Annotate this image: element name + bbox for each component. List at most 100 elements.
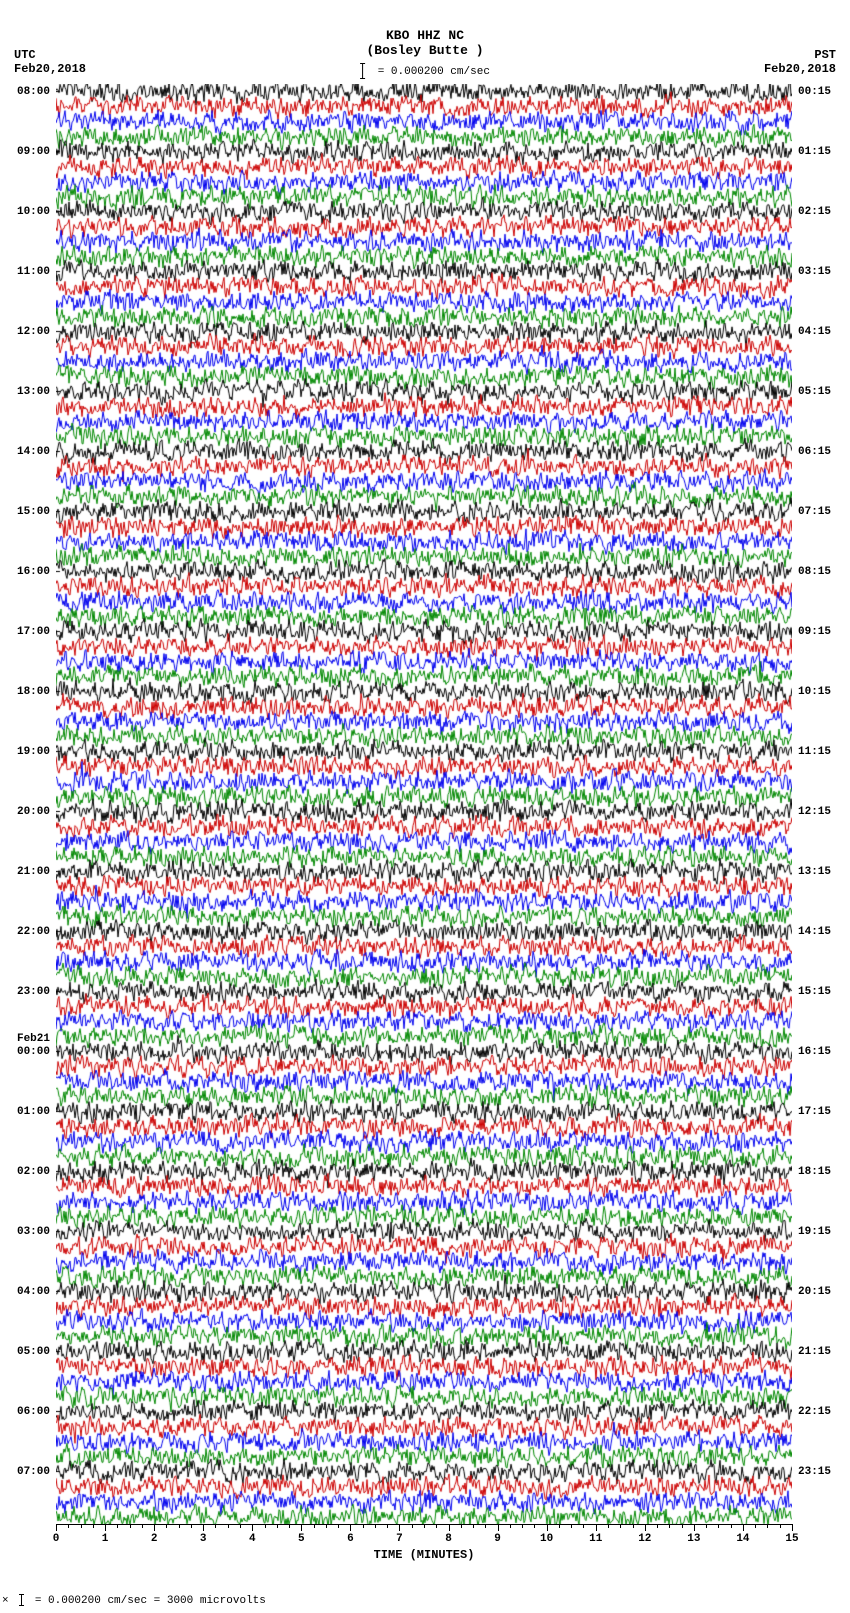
- left-date-label: Feb20,2018: [14, 62, 86, 76]
- footer-bar-icon: [19, 1594, 24, 1606]
- x-major-tick: [694, 1524, 695, 1531]
- y-left-label: 01:00: [17, 1106, 50, 1118]
- x-tick-label: 5: [298, 1533, 305, 1545]
- x-tick-label: 6: [347, 1533, 354, 1545]
- station-name: (Bosley Butte ): [366, 43, 483, 58]
- y-right-label: 08:15: [798, 566, 831, 578]
- x-minor-tick: [633, 1524, 634, 1528]
- x-major-tick: [399, 1524, 400, 1531]
- x-tick-label: 11: [589, 1533, 602, 1545]
- x-major-tick: [105, 1524, 106, 1531]
- x-minor-tick: [669, 1524, 670, 1528]
- x-minor-tick: [326, 1524, 327, 1528]
- x-major-tick: [547, 1524, 548, 1531]
- y-left-label: 16:00: [17, 566, 50, 578]
- x-major-tick: [596, 1524, 597, 1531]
- x-major-tick: [252, 1524, 253, 1531]
- seismic-canvas: [56, 84, 792, 1524]
- y-left-label: 17:00: [17, 626, 50, 638]
- x-minor-tick: [338, 1524, 339, 1528]
- y-left-label: 08:00: [17, 86, 50, 98]
- seismogram-page: UTC Feb20,2018 KBO HHZ NC (Bosley Butte …: [0, 0, 850, 1613]
- y-left-label: 12:00: [17, 326, 50, 338]
- y-left-label: 10:00: [17, 206, 50, 218]
- x-axis-title: TIME (MINUTES): [374, 1548, 475, 1562]
- y-right-label: 05:15: [798, 386, 831, 398]
- x-major-tick: [154, 1524, 155, 1531]
- x-minor-tick: [755, 1524, 756, 1528]
- y-left-label: 03:00: [17, 1226, 50, 1238]
- y-left-label: 19:00: [17, 746, 50, 758]
- x-minor-tick: [277, 1524, 278, 1528]
- y-right-label: 07:15: [798, 506, 831, 518]
- x-minor-tick: [522, 1524, 523, 1528]
- y-right-label: 00:15: [798, 86, 831, 98]
- x-minor-tick: [142, 1524, 143, 1528]
- x-minor-tick: [731, 1524, 732, 1528]
- y-left-label: 21:00: [17, 866, 50, 878]
- scale-bar-icon: [360, 63, 365, 79]
- y-right-label: 09:15: [798, 626, 831, 638]
- x-major-tick: [743, 1524, 744, 1531]
- x-tick-label: 3: [200, 1533, 207, 1545]
- x-major-tick: [203, 1524, 204, 1531]
- y-right-label: 19:15: [798, 1226, 831, 1238]
- x-major-tick: [645, 1524, 646, 1531]
- y-right-label: 22:15: [798, 1406, 831, 1418]
- y-left-label: 06:00: [17, 1406, 50, 1418]
- x-minor-tick: [81, 1524, 82, 1528]
- y-right-label: 20:15: [798, 1286, 831, 1298]
- y-right-label: 17:15: [798, 1106, 831, 1118]
- x-tick-label: 15: [785, 1533, 798, 1545]
- y-right-label: 12:15: [798, 806, 831, 818]
- plot-area: 08:0009:0010:0011:0012:0013:0014:0015:00…: [0, 84, 850, 1544]
- y-right-label: 23:15: [798, 1466, 831, 1478]
- x-axis: TIME (MINUTES) 0123456789101112131415: [56, 1524, 792, 1568]
- footer-prefix: ×: [2, 1595, 9, 1607]
- y-left-label: 13:00: [17, 386, 50, 398]
- x-tick-label: 4: [249, 1533, 256, 1545]
- scale-legend: = 0.000200 cm/sec: [360, 63, 490, 79]
- x-minor-tick: [289, 1524, 290, 1528]
- y-left-label: 15:00: [17, 506, 50, 518]
- title-block: KBO HHZ NC (Bosley Butte ): [366, 28, 483, 58]
- header: UTC Feb20,2018 KBO HHZ NC (Bosley Butte …: [0, 0, 850, 80]
- y-left-label: 05:00: [17, 1346, 50, 1358]
- x-major-tick: [301, 1524, 302, 1531]
- left-timezone-block: UTC Feb20,2018: [14, 48, 86, 76]
- x-major-tick: [56, 1524, 57, 1531]
- x-minor-tick: [608, 1524, 609, 1528]
- x-minor-tick: [179, 1524, 180, 1528]
- x-minor-tick: [510, 1524, 511, 1528]
- y-right-label: 13:15: [798, 866, 831, 878]
- x-minor-tick: [93, 1524, 94, 1528]
- y-right-label: 01:15: [798, 146, 831, 158]
- y-left-label: 22:00: [17, 926, 50, 938]
- y-right-label: 18:15: [798, 1166, 831, 1178]
- x-minor-tick: [473, 1524, 474, 1528]
- x-minor-tick: [375, 1524, 376, 1528]
- y-right-label: 03:15: [798, 266, 831, 278]
- x-minor-tick: [68, 1524, 69, 1528]
- y-left-label: 02:00: [17, 1166, 50, 1178]
- x-minor-tick: [130, 1524, 131, 1528]
- y-right-label: 02:15: [798, 206, 831, 218]
- y-left-label: 23:00: [17, 986, 50, 998]
- x-minor-tick: [436, 1524, 437, 1528]
- y-left-date-change: Feb21: [17, 1033, 50, 1045]
- y-left-label: 20:00: [17, 806, 50, 818]
- x-minor-tick: [657, 1524, 658, 1528]
- x-minor-tick: [191, 1524, 192, 1528]
- x-tick-label: 9: [494, 1533, 501, 1545]
- y-right-label: 11:15: [798, 746, 831, 758]
- x-tick-label: 0: [53, 1533, 60, 1545]
- y-axis-left: 08:0009:0010:0011:0012:0013:0014:0015:00…: [0, 84, 54, 1524]
- y-left-label: 11:00: [17, 266, 50, 278]
- y-left-label: 18:00: [17, 686, 50, 698]
- footer-text: = 0.000200 cm/sec = 3000 microvolts: [35, 1595, 266, 1607]
- x-minor-tick: [718, 1524, 719, 1528]
- y-right-label: 15:15: [798, 986, 831, 998]
- x-minor-tick: [412, 1524, 413, 1528]
- x-tick-label: 13: [687, 1533, 700, 1545]
- x-tick-label: 1: [102, 1533, 109, 1545]
